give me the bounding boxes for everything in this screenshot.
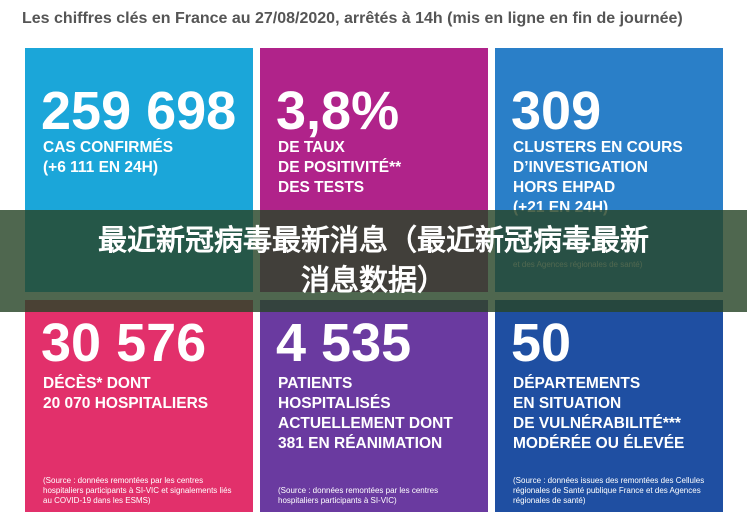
tile-label: D’INVESTIGATION [513, 159, 648, 176]
tile-note: (Source : données remontées par les cent… [278, 486, 439, 505]
tile-number: 50 [511, 313, 572, 373]
tile-label: PATIENTS [278, 375, 353, 392]
tile-label: 20 070 HOSPITALIERS [43, 395, 209, 412]
tile-label: DE VULNÉRABILITÉ*** [513, 415, 681, 432]
tile-label: HORS EHPAD [513, 179, 616, 196]
tile-number: 4 535 [276, 313, 412, 373]
tile-number: 3,8% [276, 81, 400, 141]
banner: 最近新冠病毒最新消息（最近新冠病毒最新 消息数据） [0, 210, 747, 312]
tile-label: CLUSTERS EN COURS [513, 139, 683, 156]
tile: 4 535 PATIENTS HOSPITALISÉS ACTUELLEMENT DO… [260, 300, 488, 512]
tile-label: DE POSITIVITÉ** [278, 159, 402, 176]
tile-label: DES TESTS [278, 179, 365, 196]
tile-label: MODÉRÉE OU ÉLEVÉE [513, 435, 685, 452]
tile-label: DÉPARTEMENTS [513, 375, 641, 392]
tile-note: (Source : données remontées par les cent… [43, 476, 232, 505]
tile-label: ACTUELLEMENT DONT [278, 415, 453, 432]
tile-number: 30 576 [41, 313, 207, 373]
banner-line: 消息数据） [300, 265, 446, 297]
tile-label: EN SITUATION [513, 395, 622, 412]
tile: 30 576 DÉCÈS* DONT 20 070 HOSPITALIERS (Sou… [25, 300, 253, 512]
banner-line: 最近新冠病毒最新消息（最近新冠病毒最新 [97, 225, 649, 257]
tile-number: 259 698 [41, 81, 237, 141]
tile-label: DÉCÈS* DONT [43, 375, 151, 392]
tile-label: DE TAUX [278, 139, 345, 156]
tile-label: CAS CONFIRMÉS [43, 139, 174, 156]
header-title: Les chiffres clés en France au 27/08/202… [22, 10, 683, 27]
tile-label: (+6 111 EN 24H) [43, 159, 159, 176]
tile-number: 309 [511, 81, 602, 141]
tile-label: 381 EN RÉANIMATION [278, 435, 443, 452]
tile-label: HOSPITALISÉS [278, 395, 391, 412]
tile-note: (Source : données issues des remontées d… [513, 476, 705, 505]
tile: 50 DÉPARTEMENTS EN SITUATION DE VULNÉRABILI… [495, 300, 723, 512]
